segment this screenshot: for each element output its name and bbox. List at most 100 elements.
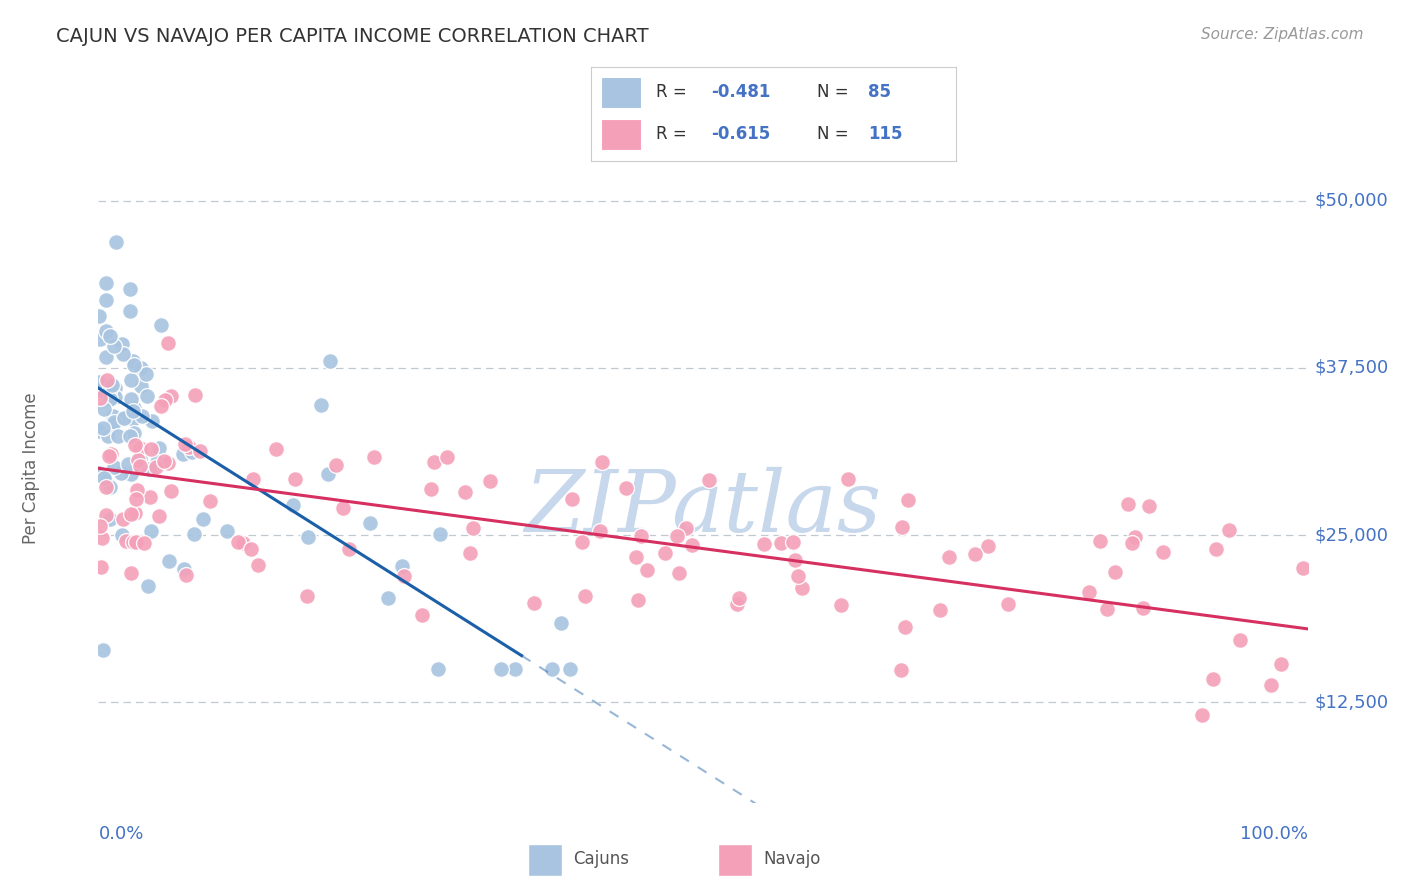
- Point: [124, 426, 146, 441]
- Point: [894, 620, 917, 634]
- Point: [675, 521, 697, 535]
- Point: [790, 582, 813, 596]
- Text: Navajo: Navajo: [763, 849, 821, 868]
- Point: [830, 598, 852, 612]
- Point: [112, 411, 135, 425]
- Point: [157, 554, 180, 568]
- Point: [1205, 542, 1227, 557]
- Point: [429, 526, 451, 541]
- Point: [411, 608, 433, 623]
- Point: [489, 662, 512, 676]
- Point: [90, 560, 112, 574]
- Point: [1104, 565, 1126, 579]
- Point: [769, 535, 792, 549]
- Point: [891, 520, 914, 534]
- Point: [96, 474, 118, 488]
- Point: [479, 474, 502, 488]
- Point: [139, 524, 162, 538]
- Point: [503, 662, 526, 676]
- Point: [149, 399, 172, 413]
- Point: [93, 402, 115, 417]
- Text: 85: 85: [869, 83, 891, 101]
- FancyBboxPatch shape: [602, 120, 641, 152]
- Point: [120, 429, 142, 443]
- Point: [281, 498, 304, 512]
- Point: [138, 461, 160, 475]
- Point: [103, 415, 125, 429]
- Point: [101, 377, 124, 392]
- Point: [172, 447, 194, 461]
- Point: [591, 455, 613, 469]
- Point: [122, 404, 145, 418]
- Point: [332, 500, 354, 515]
- Point: [128, 450, 150, 465]
- Point: [124, 506, 146, 520]
- Point: [157, 456, 180, 470]
- Point: [110, 466, 132, 480]
- Point: [174, 437, 197, 451]
- Point: [630, 529, 652, 543]
- Point: [94, 480, 117, 494]
- Point: [614, 482, 637, 496]
- Point: [89, 391, 111, 405]
- Point: [1137, 499, 1160, 513]
- Point: [134, 536, 156, 550]
- Point: [156, 336, 179, 351]
- Text: $50,000: $50,000: [1315, 192, 1388, 210]
- Point: [589, 524, 612, 539]
- Point: [89, 383, 111, 397]
- Point: [627, 593, 650, 607]
- Point: [181, 444, 204, 458]
- Point: [89, 518, 111, 533]
- Point: [550, 615, 572, 630]
- Point: [111, 337, 134, 351]
- Point: [96, 293, 118, 307]
- Point: [239, 541, 262, 556]
- Point: [727, 591, 749, 605]
- Point: [96, 350, 118, 364]
- Point: [318, 354, 340, 368]
- FancyBboxPatch shape: [717, 844, 752, 876]
- Point: [136, 389, 159, 403]
- Point: [93, 471, 115, 485]
- Point: [145, 459, 167, 474]
- Point: [1202, 672, 1225, 686]
- Point: [391, 559, 413, 574]
- Text: R =: R =: [657, 126, 692, 144]
- Point: [681, 538, 703, 552]
- Point: [247, 558, 270, 573]
- Point: [103, 417, 125, 431]
- Point: [1077, 585, 1099, 599]
- Text: $37,500: $37,500: [1315, 359, 1389, 377]
- Point: [101, 409, 124, 424]
- Text: CAJUN VS NAVAJO PER CAPITA INCOME CORRELATION CHART: CAJUN VS NAVAJO PER CAPITA INCOME CORREL…: [56, 27, 648, 45]
- Point: [297, 530, 319, 544]
- Point: [131, 361, 153, 376]
- Point: [89, 425, 111, 439]
- Point: [1229, 632, 1251, 647]
- Point: [560, 662, 582, 676]
- Text: Per Capita Income: Per Capita Income: [22, 392, 39, 544]
- Point: [120, 392, 142, 406]
- Point: [148, 441, 170, 455]
- Point: [122, 401, 145, 416]
- Point: [125, 534, 148, 549]
- Point: [786, 569, 808, 583]
- Text: -0.481: -0.481: [711, 83, 770, 101]
- Point: [103, 460, 125, 475]
- Point: [89, 310, 111, 324]
- Point: [111, 528, 134, 542]
- Point: [122, 358, 145, 372]
- Point: [117, 457, 139, 471]
- Point: [120, 508, 142, 522]
- Point: [135, 367, 157, 381]
- Point: [890, 663, 912, 677]
- Point: [377, 591, 399, 606]
- Text: Source: ZipAtlas.com: Source: ZipAtlas.com: [1201, 27, 1364, 42]
- Point: [1292, 561, 1315, 575]
- Point: [89, 466, 111, 480]
- Point: [100, 447, 122, 461]
- Point: [1123, 530, 1146, 544]
- Point: [1132, 601, 1154, 615]
- Point: [419, 482, 441, 496]
